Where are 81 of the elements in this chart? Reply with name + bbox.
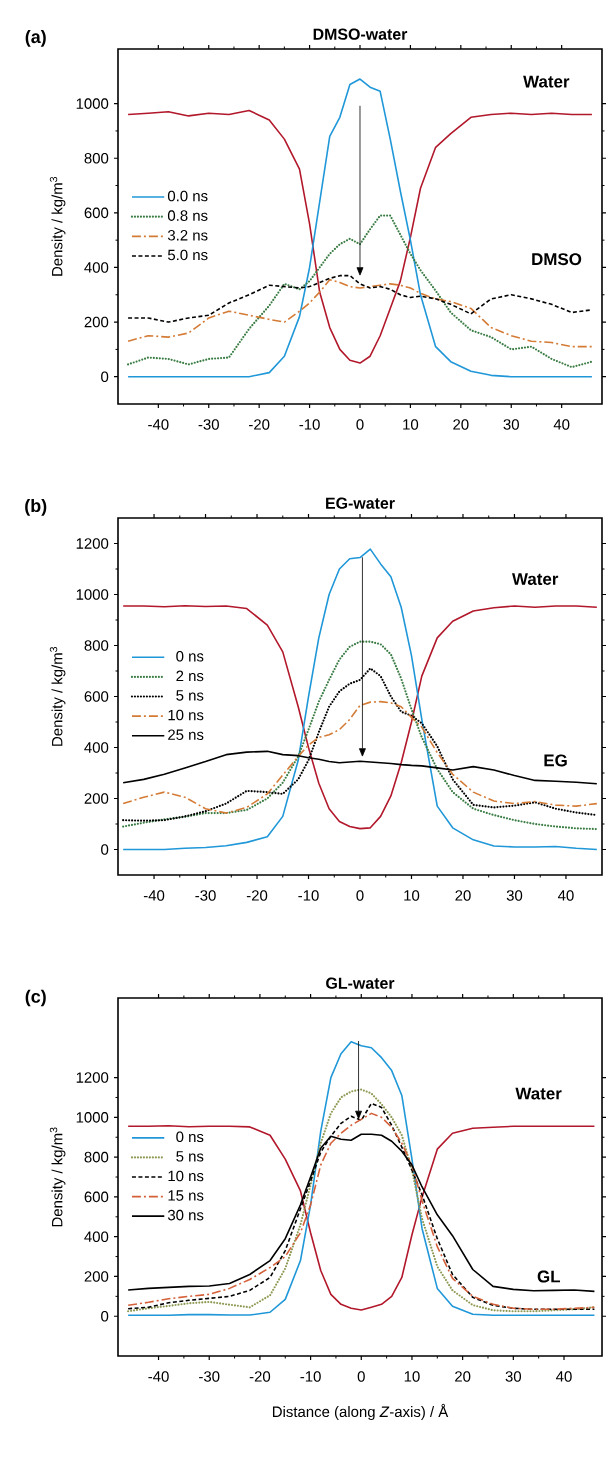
y-axis-title: Density / kg/m$^{3}$ xyxy=(49,176,66,276)
x-tick-label: -20 xyxy=(249,419,270,430)
y-tick-label: 400 xyxy=(84,742,109,753)
legend-label: 0 ns xyxy=(176,1131,204,1143)
y-tick-label: 1200 xyxy=(76,1072,109,1083)
chart-title: GL-water xyxy=(326,977,395,989)
x-tick-label: 30 xyxy=(505,1371,522,1382)
x-tick-label: 20 xyxy=(455,1371,471,1382)
y-tick-label: 1000 xyxy=(76,589,109,600)
x-tick-label: -30 xyxy=(198,419,219,430)
y-axis-title: Density / kg/m$^{3}$ xyxy=(49,1127,66,1227)
x-tick-label: 30 xyxy=(506,890,523,901)
line-series xyxy=(122,640,598,831)
x-tick-label: 10 xyxy=(403,419,419,430)
x-tick-label: -40 xyxy=(148,1371,169,1382)
annotation: GL xyxy=(537,1270,561,1283)
annotation: DMSO xyxy=(532,253,582,266)
text: (a) xyxy=(25,29,46,47)
legend-label: 10 ns xyxy=(168,709,204,721)
y-tick-label: 600 xyxy=(84,691,109,702)
x-tick-label: 10 xyxy=(404,1371,420,1382)
x-axis-title: Distance (along Z-axis) / Å xyxy=(272,1403,449,1420)
x-tick-label: 40 xyxy=(557,890,574,901)
x-tick-label: -30 xyxy=(195,890,216,901)
y-tick-label: 800 xyxy=(84,1151,109,1163)
y-tick-label: 400 xyxy=(84,1231,109,1242)
y-tick-label: 1000 xyxy=(76,1112,109,1123)
chart-title: EG-water xyxy=(326,497,395,509)
legend-label: 0.0 ns xyxy=(167,190,208,202)
y-tick-label: 0 xyxy=(101,844,109,855)
x-tick-label: 20 xyxy=(453,419,469,430)
x-tick-label: 10 xyxy=(404,890,420,901)
y-tick-label: 1000 xyxy=(76,98,109,109)
x-tick-label: 20 xyxy=(455,890,471,901)
x-tick-label: -10 xyxy=(298,890,319,901)
y-tick-label: 400 xyxy=(84,262,109,273)
y-tick-label: 200 xyxy=(84,1271,109,1282)
text: (b) xyxy=(25,498,47,516)
line-series xyxy=(127,278,593,348)
x-tick-label: -20 xyxy=(249,1371,271,1382)
x-tick-label: 30 xyxy=(503,419,519,430)
legend-label: 5 ns xyxy=(176,1151,204,1162)
legend-label: 3.2 ns xyxy=(167,229,208,241)
x-tick-label: -40 xyxy=(143,890,165,901)
x-tick-label: 0 xyxy=(356,419,364,430)
x-tick-label: 0 xyxy=(357,1371,365,1382)
y-tick-label: 800 xyxy=(84,640,109,651)
annotation: Water xyxy=(523,75,570,88)
line-series xyxy=(122,604,598,830)
y-tick-label: 0 xyxy=(101,1310,109,1322)
y-tick-label: 200 xyxy=(84,316,109,328)
y-axis-title: Density / kg/m$^{3}$ xyxy=(49,646,66,746)
chart-title: DMSO-water xyxy=(313,28,408,40)
legend-label: 5 ns xyxy=(176,690,204,701)
y-tick-label: 200 xyxy=(84,793,109,804)
x-tick-label: 0 xyxy=(356,890,364,901)
x-tick-label: 40 xyxy=(556,1371,572,1382)
y-tick-label: 800 xyxy=(84,152,109,164)
legend-label: 10 ns xyxy=(168,1170,204,1182)
y-tick-label: 600 xyxy=(84,1191,109,1203)
legend-label: 0 ns xyxy=(176,650,204,662)
annotation: Water xyxy=(515,1087,562,1100)
line-series xyxy=(122,700,598,814)
legend-label: 5.0 ns xyxy=(167,249,208,261)
y-tick-label: 0 xyxy=(101,371,109,382)
x-tick-label: 40 xyxy=(553,419,570,430)
legend-label: 15 ns xyxy=(168,1190,204,1201)
text: (c) xyxy=(25,989,46,1007)
x-tick-label: -10 xyxy=(300,1371,321,1382)
annotation: Water xyxy=(512,573,559,585)
x-tick-label: -30 xyxy=(199,1371,220,1382)
y-tick-label: 1200 xyxy=(76,538,109,549)
x-tick-label: -10 xyxy=(299,419,320,430)
legend-label: 0.8 ns xyxy=(167,210,208,221)
y-tick-label: 600 xyxy=(84,207,109,219)
x-tick-label: -20 xyxy=(246,890,268,901)
legend-label: 30 ns xyxy=(167,1209,204,1221)
legend-label: 25 ns xyxy=(168,729,204,740)
annotation: EG xyxy=(544,754,567,767)
legend-label: 2 ns xyxy=(176,670,204,682)
x-tick-label: -40 xyxy=(148,419,169,430)
